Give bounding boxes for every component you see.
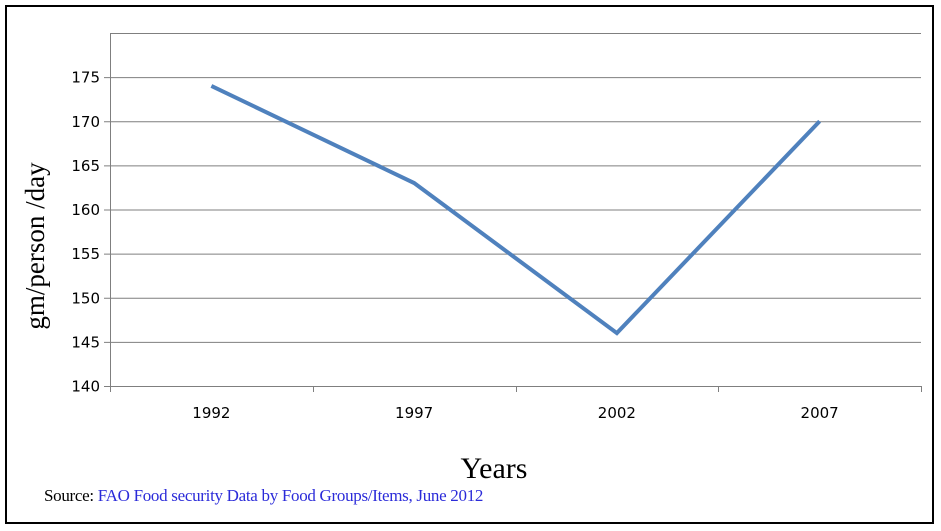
y-tick-labels: 140 145 150 155 160 165 170 175 — [71, 69, 100, 396]
y-tick-label: 170 — [71, 113, 100, 131]
source-note: Source: FAO Food security Data by Food G… — [44, 486, 483, 506]
x-tick-label: 2002 — [598, 404, 636, 422]
y-tick-label: 150 — [71, 289, 100, 307]
y-tick-label: 165 — [71, 157, 100, 175]
y-tick-label: 155 — [71, 245, 100, 263]
y-tick-label: 145 — [71, 333, 100, 351]
source-prefix: Source: — [44, 486, 98, 505]
x-tick-labels: 1992 1997 2002 2007 — [192, 404, 838, 422]
x-tick-label: 1992 — [192, 404, 230, 422]
chart-frame — [5, 5, 934, 524]
y-tick-label: 175 — [71, 69, 100, 87]
y-axis-title: gm/person /day — [20, 162, 50, 330]
source-text: FAO Food security Data by Food Groups/It… — [97, 486, 484, 505]
x-tick-label: 1997 — [395, 404, 433, 422]
y-tick-label: 140 — [71, 378, 100, 396]
axes — [104, 33, 922, 392]
y-tick-label: 160 — [71, 201, 100, 219]
series-group — [210, 84, 822, 336]
x-tick-label: 2007 — [801, 404, 839, 422]
series-line — [210, 84, 822, 336]
x-axis-title: Years — [461, 452, 528, 485]
gridlines — [110, 33, 921, 343]
